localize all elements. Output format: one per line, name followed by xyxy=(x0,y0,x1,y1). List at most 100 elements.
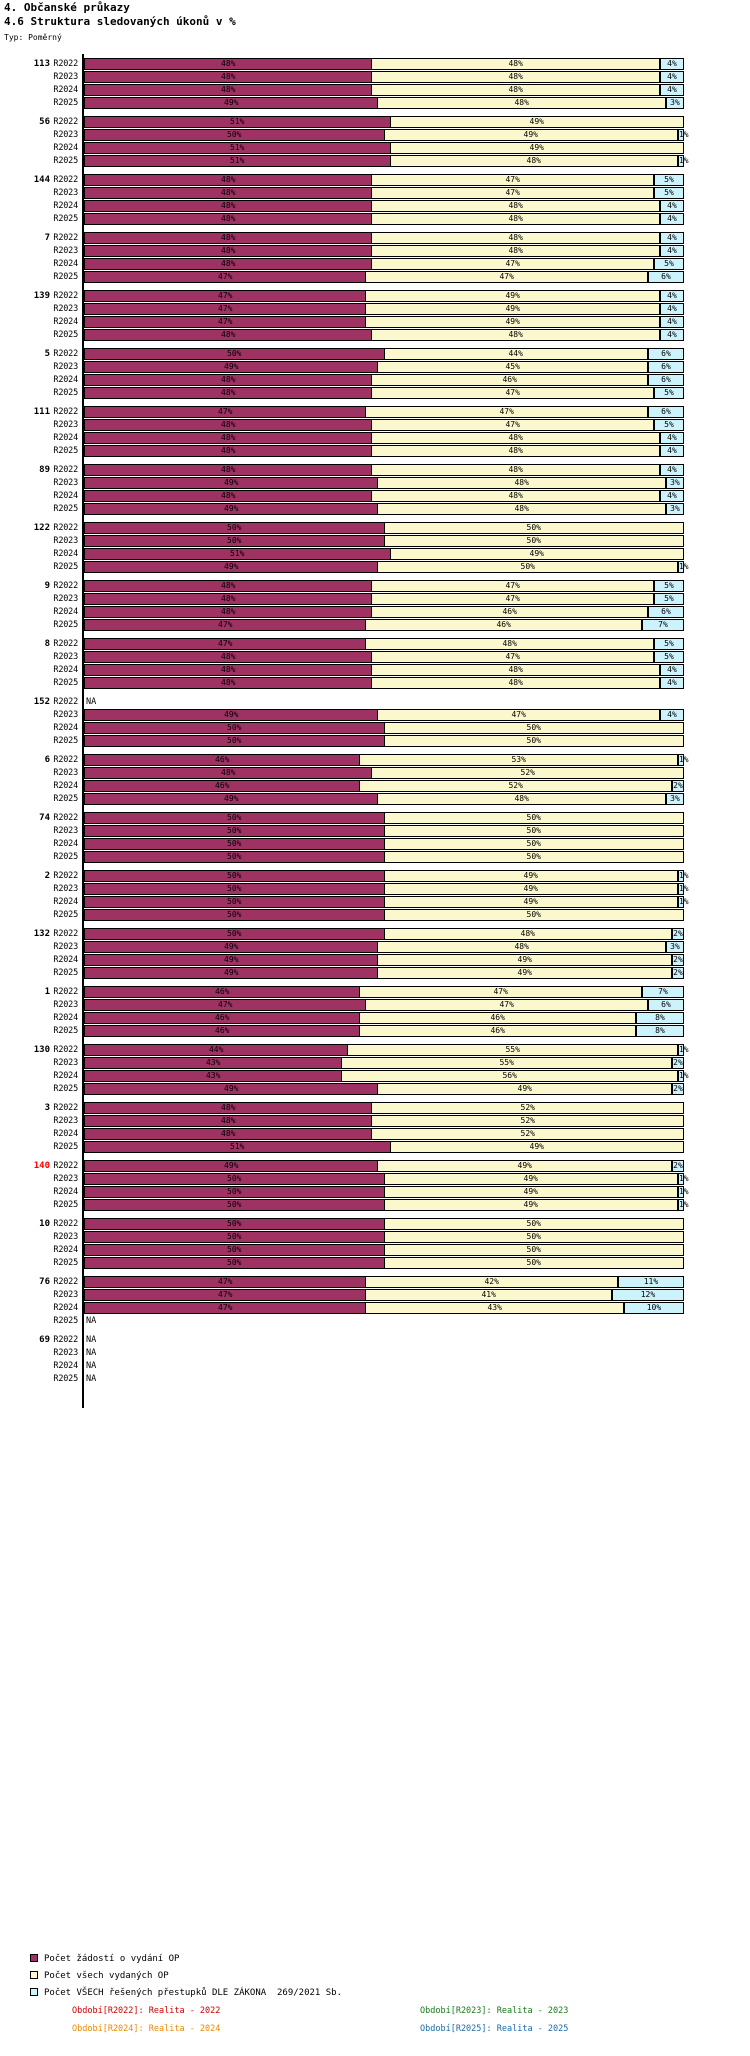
bar-segment-series3: 4% xyxy=(659,303,684,315)
bar-segment-series2: 48% xyxy=(371,329,660,341)
bar-group: 140 R2022 49% 49% 2% R2023 50% 49% 1% R2024 50% 49%… xyxy=(0,1160,750,1211)
bar-row: R2025 47% 46% 7% xyxy=(0,619,750,631)
bar-row: R2025 46% 46% 8% xyxy=(0,1025,750,1037)
bar-track: 48% 47% 5% xyxy=(84,580,685,592)
bar-segment-series1: 48% xyxy=(84,490,373,502)
bar-segment-series2: 49% xyxy=(383,870,678,882)
period-row-label: R2022 xyxy=(53,1335,78,1345)
bar-segment-series1: 49% xyxy=(84,361,379,373)
bar-group: 56 R2022 51% 49% R2023 50% 49% 1% R2024 51% 49% R20… xyxy=(0,116,750,167)
bar-segment-series1: 48% xyxy=(84,374,373,386)
bar-segment-series1: 47% xyxy=(84,271,367,283)
bar-row: 6 R2022 46% 53% 1% xyxy=(0,754,750,766)
period-row-label: R2023 xyxy=(53,1174,78,1184)
period-row-label: R2024 xyxy=(53,143,78,153)
bar-track: 50% 50% xyxy=(84,851,685,863)
bar-segment-series1: 49% xyxy=(84,97,379,109)
bar-track: 48% 48% 4% xyxy=(84,432,685,444)
bar-segment-series1: 48% xyxy=(84,767,373,779)
bar-segment-series2: 46% xyxy=(359,1025,636,1037)
bar-segment-series2: 52% xyxy=(371,1128,684,1140)
bar-row: R2024 50% 50% xyxy=(0,1244,750,1256)
bar-segment-series3: 6% xyxy=(647,348,684,360)
bar-segment-series1: 49% xyxy=(84,503,379,515)
bar-track: 47% 49% 4% xyxy=(84,316,685,328)
na-value: NA xyxy=(86,697,97,707)
period-row-label: R2024 xyxy=(53,1245,78,1255)
bar-group: 10 R2022 50% 50% R2023 50% 50% R2024 50% 50% R2025… xyxy=(0,1218,750,1269)
bar-segment-series3: 2% xyxy=(671,1083,684,1095)
bar-track: 47% 46% 7% xyxy=(84,619,685,631)
bar-segment-series3: 4% xyxy=(659,290,684,302)
period-row-label: R2024 xyxy=(53,433,78,443)
bar-segment-series1: 50% xyxy=(84,838,385,850)
bar-segment-series1: 48% xyxy=(84,187,373,199)
bar-row: R2024 51% 49% xyxy=(0,548,750,560)
bar-segment-series2: 47% xyxy=(371,387,654,399)
bar-segment-series2: 49% xyxy=(377,1083,672,1095)
bar-segment-series1: 51% xyxy=(84,142,391,154)
bar-segment-series2: 50% xyxy=(383,909,684,921)
group-id-label: 144 xyxy=(33,175,50,185)
bar-row: R2023 48% 52% xyxy=(0,1115,750,1127)
bar-row: R2025 48% 47% 5% xyxy=(0,387,750,399)
bar-segment-series1: 50% xyxy=(84,1186,385,1198)
bar-track: 50% 49% 1% xyxy=(84,1173,689,1185)
bar-track: 49% 48% 3% xyxy=(84,793,685,805)
bar-track: 48% 48% 4% xyxy=(84,464,685,476)
period-row-label: R2025 xyxy=(53,504,78,514)
bar-segment-series2: 44% xyxy=(383,348,648,360)
period-row-label: R2022 xyxy=(53,523,78,533)
chart-legend: Počet žádostí o vydání OP Počet všech vyd… xyxy=(0,1952,750,2003)
group-id-label: 139 xyxy=(33,291,50,301)
period-legend-item: Období[R2023]: Realita - 2023 xyxy=(420,2006,569,2016)
period-row-label: R2024 xyxy=(53,839,78,849)
bar-row: R2023 49% 48% 3% xyxy=(0,477,750,489)
bar-row: R2023 50% 49% 1% xyxy=(0,1173,750,1185)
period-row-label: R2023 xyxy=(53,362,78,372)
period-row-label: R2022 xyxy=(53,59,78,69)
legend-label: Počet VŠECH řešených přestupků DLE ZÁKON… xyxy=(44,1988,343,1998)
bar-segment-series2: 50% xyxy=(383,722,684,734)
bar-segment-series3: 12% xyxy=(611,1289,684,1301)
bar-track: 46% 46% 8% xyxy=(84,1025,685,1037)
group-id-label: 130 xyxy=(33,1045,50,1055)
bar-segment-series1: 49% xyxy=(84,477,379,489)
bar-row: R2025 48% 48% 4% xyxy=(0,445,750,457)
period-row-label: R2022 xyxy=(53,871,78,881)
legend-swatch-icon xyxy=(30,1971,38,1979)
bar-segment-series3: 1% xyxy=(677,870,689,882)
bar-segment-series1: 46% xyxy=(84,754,361,766)
bar-segment-series2: 47% xyxy=(365,271,648,283)
bar-segment-series1: 47% xyxy=(84,638,367,650)
bar-segment-series3: 4% xyxy=(659,316,684,328)
bar-segment-series3: 6% xyxy=(647,606,684,618)
period-row-label: R2022 xyxy=(53,755,78,765)
bar-segment-series3: 6% xyxy=(647,406,684,418)
bar-segment-series1: 50% xyxy=(84,928,385,940)
bar-segment-series2: 48% xyxy=(377,477,666,489)
bar-row: R2024 47% 49% 4% xyxy=(0,316,750,328)
period-row-label: R2022 xyxy=(53,581,78,591)
bar-row: R2025 47% 47% 6% xyxy=(0,271,750,283)
bar-track: 48% 47% 5% xyxy=(84,187,685,199)
bar-segment-series2: 50% xyxy=(383,735,684,747)
na-value: NA xyxy=(86,1316,97,1326)
bar-track: 49% 47% 4% xyxy=(84,709,685,721)
bar-row: R2025 48% 48% 4% xyxy=(0,677,750,689)
bar-segment-series3: 3% xyxy=(665,477,684,489)
bar-track: 49% 50% 1% xyxy=(84,561,689,573)
bar-segment-series1: 46% xyxy=(84,1012,361,1024)
bar-track: 48% 52% xyxy=(84,1102,685,1114)
bar-track: 48% 46% 6% xyxy=(84,374,685,386)
bar-row: R2024 43% 56% 1% xyxy=(0,1070,750,1082)
bar-row: 3 R2022 48% 52% xyxy=(0,1102,750,1114)
bar-segment-series2: 47% xyxy=(371,419,654,431)
period-row-label: R2024 xyxy=(53,781,78,791)
bar-segment-series2: 48% xyxy=(383,928,672,940)
bar-segment-series1: 48% xyxy=(84,71,373,83)
legend-item: Počet všech vydaných OP xyxy=(0,1969,750,1986)
bar-segment-series3: 1% xyxy=(677,561,689,573)
bar-segment-series3: 4% xyxy=(659,464,684,476)
bar-segment-series1: 48% xyxy=(84,651,373,663)
